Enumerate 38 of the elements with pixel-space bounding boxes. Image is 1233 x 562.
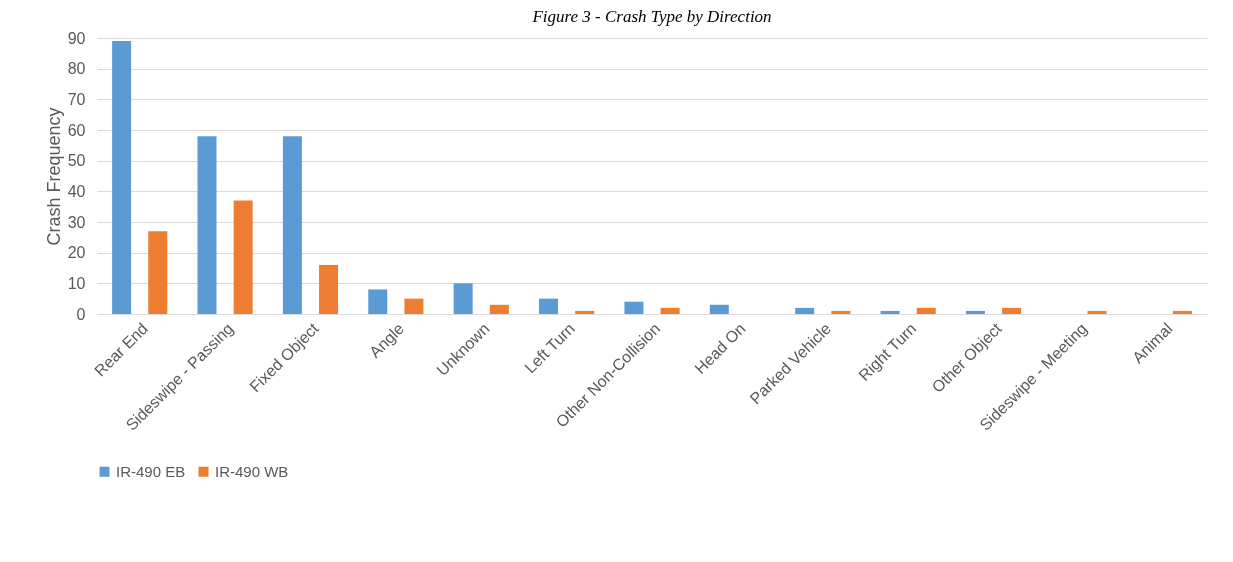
bar	[319, 264, 339, 314]
bar	[1087, 310, 1107, 314]
legend-label: IR-490 WB	[215, 462, 289, 480]
bar	[233, 200, 253, 314]
y-tick-label: 70	[67, 90, 86, 108]
bar	[880, 310, 900, 314]
bar	[624, 301, 644, 314]
bar	[831, 310, 851, 314]
bar	[282, 136, 302, 314]
y-tick-label: 30	[67, 213, 86, 231]
y-axis-title: Crash Frequency	[43, 107, 64, 246]
y-tick-label: 10	[67, 274, 86, 292]
bar	[575, 310, 595, 314]
bar	[709, 304, 729, 314]
bar	[197, 136, 217, 314]
y-tick-label: 80	[67, 60, 86, 78]
chart-title: Figure 3 - Crash Type by Direction	[531, 7, 772, 26]
bar	[539, 298, 559, 314]
legend-label: IR-490 EB	[116, 462, 186, 480]
bar	[489, 304, 509, 314]
y-tick-label: 0	[76, 305, 86, 323]
bar	[453, 283, 473, 314]
bar	[112, 41, 132, 314]
bar	[965, 310, 985, 314]
bar	[1002, 307, 1022, 314]
y-tick-label: 20	[67, 244, 86, 262]
y-tick-label: 40	[67, 182, 86, 200]
bar	[404, 298, 424, 314]
y-tick-label: 50	[67, 152, 86, 170]
x-tick-label: Left Turn	[521, 319, 578, 377]
y-tick-label: 60	[67, 121, 86, 139]
bar	[368, 289, 388, 314]
bar	[916, 307, 936, 314]
bar	[1172, 310, 1192, 314]
bar	[795, 307, 815, 314]
bar	[660, 307, 680, 314]
y-tick-label: 90	[67, 29, 86, 47]
bar	[148, 231, 168, 314]
